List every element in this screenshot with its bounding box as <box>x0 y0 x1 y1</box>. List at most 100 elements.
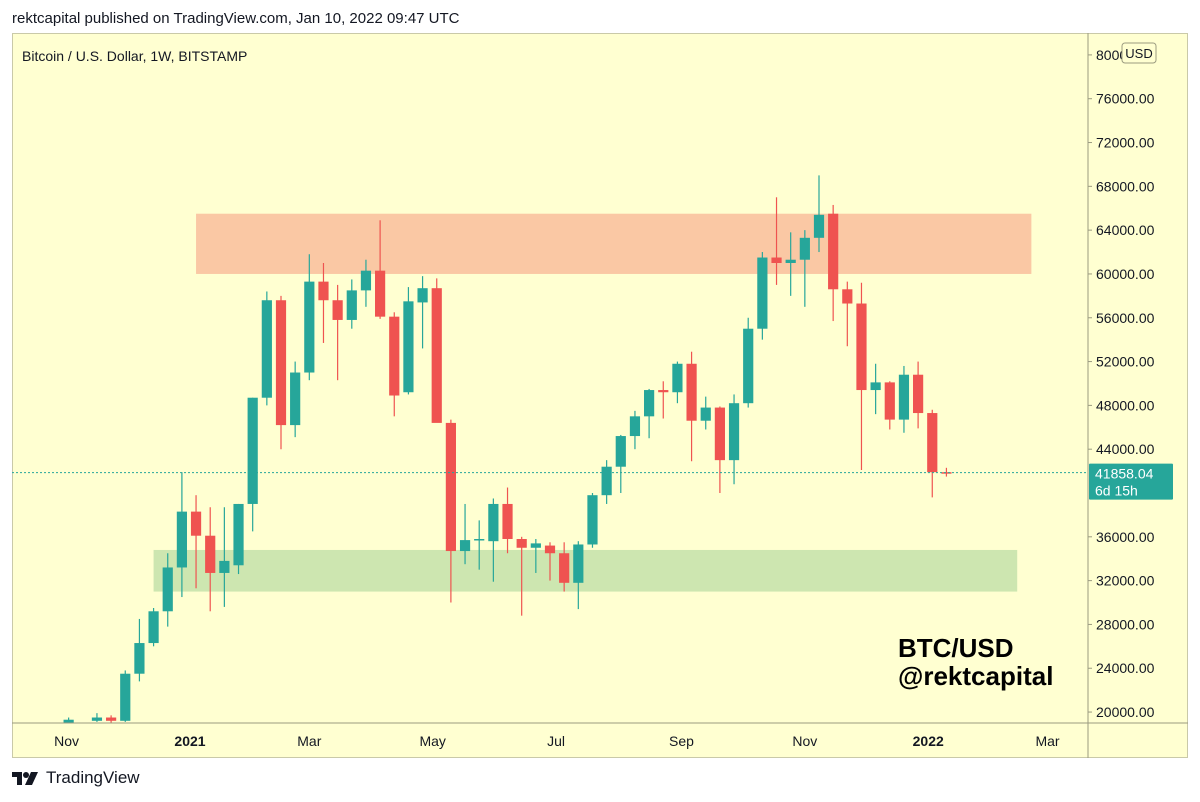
candle <box>431 278 442 423</box>
candle <box>205 507 216 612</box>
candle <box>870 363 881 415</box>
candle <box>459 503 471 565</box>
candle <box>318 263 329 343</box>
candle <box>91 713 103 722</box>
currency-badge-label: USD <box>1125 46 1152 61</box>
last-price-value: 41858.04 <box>1095 466 1154 482</box>
candle-body <box>870 382 881 391</box>
y-tick-label: 60000.00 <box>1096 266 1155 282</box>
candle <box>403 287 414 395</box>
y-tick-label: 32000.00 <box>1096 573 1155 589</box>
candle <box>530 539 541 573</box>
candle <box>573 541 584 610</box>
candle-body <box>134 643 145 674</box>
candle-body <box>615 436 626 467</box>
y-tick-label: 28000.00 <box>1096 616 1155 632</box>
currency-badge[interactable]: USD <box>1121 42 1157 64</box>
candle-body <box>417 288 428 303</box>
candle <box>148 608 159 647</box>
tradingview-wordmark: TradingView <box>46 768 140 787</box>
y-tick-label: 56000.00 <box>1096 310 1155 326</box>
candle <box>785 232 796 296</box>
candle-body <box>828 213 839 290</box>
candlestick-chart[interactable]: 20000.00 24000.00 28000.00 32000.00 36000.00… <box>12 33 1188 758</box>
resistance-zone <box>196 213 1032 274</box>
x-tick-label: Jul <box>547 733 565 749</box>
y-tick-label: 44000.00 <box>1096 441 1155 457</box>
candle <box>389 312 400 417</box>
x-tick-label: Nov <box>54 733 79 749</box>
watermark-author: @rektcapital <box>898 661 1053 691</box>
candle <box>700 396 711 430</box>
candle <box>275 295 287 450</box>
candle-body <box>332 300 343 320</box>
watermark-symbol: BTC/USD <box>898 633 1014 663</box>
candle <box>332 284 343 381</box>
candle <box>162 553 173 627</box>
candle-body <box>672 363 683 393</box>
candle-body <box>785 259 796 263</box>
candle-body <box>162 567 173 612</box>
candle <box>233 503 244 575</box>
chart-area[interactable] <box>12 33 1188 758</box>
y-tick-label: 68000.00 <box>1096 178 1155 194</box>
candle <box>813 175 825 253</box>
candle <box>219 507 230 607</box>
candle-body <box>502 503 513 539</box>
candle <box>728 394 740 485</box>
candle-body <box>360 270 372 291</box>
bar-countdown: 6d 15h <box>1095 483 1138 499</box>
candle <box>842 281 853 347</box>
candle-body <box>431 288 442 423</box>
candle-body <box>658 390 669 393</box>
candle <box>743 317 754 408</box>
candle <box>445 419 456 603</box>
candle-body <box>176 511 187 568</box>
candle <box>417 276 428 349</box>
candle-body <box>686 363 697 421</box>
candle-body <box>233 503 244 566</box>
x-tick-label: May <box>419 733 445 749</box>
candle-body <box>601 466 612 496</box>
axes-layer: 20000.00 24000.00 28000.00 32000.00 36000.00… <box>12 33 1188 758</box>
candle <box>261 291 272 406</box>
y-tick-label: 72000.00 <box>1096 135 1155 151</box>
publisher-line: rektcapital published on TradingView.com… <box>12 10 460 27</box>
footer-brand[interactable]: TradingView <box>12 768 140 788</box>
candle <box>941 467 952 477</box>
candle-body <box>813 214 825 238</box>
candle <box>120 670 131 722</box>
candle-body <box>941 472 952 474</box>
candle <box>601 460 612 504</box>
candle-body <box>445 422 456 552</box>
candle-body <box>799 237 810 260</box>
candle <box>672 361 683 404</box>
candle-body <box>771 257 782 263</box>
candle <box>488 498 499 582</box>
candle-body <box>459 540 471 552</box>
candle-body <box>474 539 485 541</box>
candle <box>587 493 598 548</box>
candle-body <box>884 382 895 420</box>
candle-body <box>304 281 315 373</box>
y-tick-label: 20000.00 <box>1096 704 1155 720</box>
candle <box>686 351 697 462</box>
candle <box>714 406 725 493</box>
y-tick-label: 64000.00 <box>1096 222 1155 238</box>
candle <box>176 472 187 598</box>
candle-body <box>644 390 655 417</box>
x-tick-label: 2022 <box>913 733 944 749</box>
candle <box>375 220 386 319</box>
candle-body <box>190 511 202 536</box>
candle <box>134 618 145 682</box>
x-tick-label: Nov <box>792 733 817 749</box>
candle-body <box>516 539 527 548</box>
y-tick-label: 76000.00 <box>1096 91 1155 107</box>
candle <box>644 388 655 439</box>
candle <box>615 434 626 493</box>
candle-body <box>63 719 74 723</box>
x-tick-label: Sep <box>669 733 694 749</box>
candle-body <box>247 397 258 504</box>
y-tick-label: 24000.00 <box>1096 660 1155 676</box>
support-zone <box>153 549 1018 592</box>
